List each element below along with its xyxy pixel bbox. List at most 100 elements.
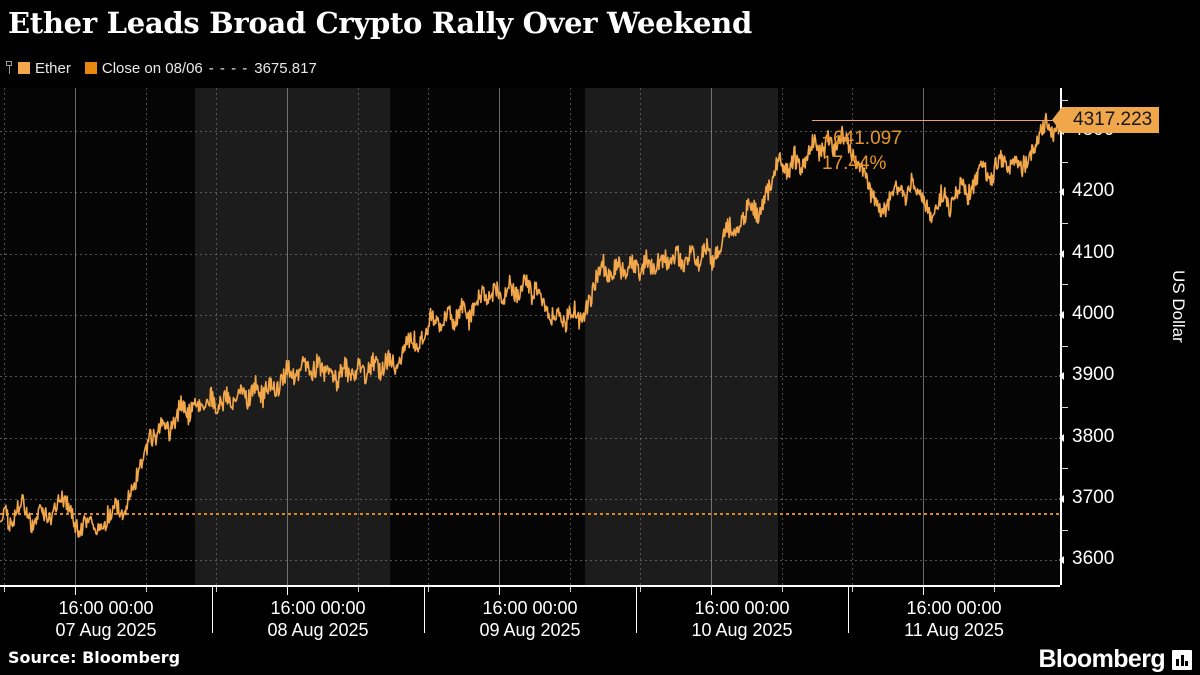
x-axis-day-separator xyxy=(424,587,425,633)
chart-legend: Ether Close on 08/06 - - - - 3675.817 xyxy=(6,58,317,78)
y-axis-spine xyxy=(1060,88,1062,585)
gridline-v xyxy=(782,88,783,585)
x-axis-time-label: 16:00 00:00 xyxy=(906,598,1002,618)
bloomberg-brand: Bloomberg xyxy=(1038,645,1192,674)
x-axis-day-separator xyxy=(848,587,849,633)
gridline-v-day xyxy=(923,88,924,585)
x-tick xyxy=(640,587,641,592)
legend-label-ether: Ether xyxy=(35,59,71,77)
x-axis-date-label: 07 Aug 2025 xyxy=(55,620,157,640)
y-tick-minor xyxy=(1062,100,1068,102)
legend-swatch-ether xyxy=(18,62,30,74)
y-tick-major xyxy=(1059,433,1064,442)
y-tick-minor xyxy=(1062,529,1068,531)
source-note: Source: Bloomberg xyxy=(8,648,181,667)
y-tick-label: 4100 xyxy=(1072,241,1115,263)
x-tick xyxy=(923,587,924,595)
y-tick-minor xyxy=(1062,284,1068,286)
annotation-change-absolute: +641.097 xyxy=(822,128,902,150)
gridline-h xyxy=(0,253,1060,255)
weekend-band-1 xyxy=(195,88,391,585)
x-axis-labels: 16:00 00:00 07 Aug 2025 16:00 00:00 08 Aug … xyxy=(0,598,1060,646)
gridline-h xyxy=(0,376,1060,378)
gridline-v xyxy=(216,88,217,585)
gridline-v xyxy=(640,88,641,585)
gridline-h xyxy=(0,192,1060,194)
x-axis-label-group: 16:00 00:00 08 Aug 2025 xyxy=(212,598,424,641)
y-axis xyxy=(1059,88,1068,585)
y-tick-minor xyxy=(1062,468,1068,470)
gridline-v xyxy=(994,88,995,585)
y-tick-label: 4000 xyxy=(1072,303,1115,325)
last-price-callout-line xyxy=(812,120,1060,122)
y-tick-major xyxy=(1059,372,1064,381)
x-tick xyxy=(358,587,359,592)
x-axis-time-label: 16:00 00:00 xyxy=(270,598,366,618)
x-axis-label-group: 16:00 00:00 07 Aug 2025 xyxy=(0,598,212,641)
gridline-h xyxy=(0,499,1060,501)
gridline-v-day xyxy=(499,88,500,585)
y-tick-minor xyxy=(1062,222,1068,224)
gridline-v xyxy=(4,88,5,585)
x-axis-day-separator xyxy=(212,587,213,633)
x-axis-label-group: 16:00 00:00 09 Aug 2025 xyxy=(424,598,636,641)
brand-text: Bloomberg xyxy=(1038,645,1165,673)
x-axis-spine xyxy=(0,585,1060,587)
x-tick xyxy=(994,587,995,592)
y-tick-label: 3900 xyxy=(1072,364,1115,386)
x-axis xyxy=(0,585,1060,633)
x-axis-day-separator xyxy=(636,587,637,633)
gridline-h xyxy=(0,130,1060,132)
gridline-h xyxy=(0,437,1060,439)
x-tick xyxy=(570,587,571,592)
x-tick xyxy=(499,587,500,595)
x-tick xyxy=(216,587,217,592)
pin-icon xyxy=(6,61,15,75)
gridline-v xyxy=(358,88,359,585)
y-tick-major xyxy=(1059,188,1064,197)
x-axis-date-label: 11 Aug 2025 xyxy=(904,620,1004,640)
x-tick xyxy=(75,587,76,595)
plot-area: +641.097 17.44% xyxy=(0,88,1060,585)
x-tick xyxy=(287,587,288,595)
x-tick xyxy=(428,587,429,592)
gridline-v-day xyxy=(711,88,712,585)
bar-chart-icon xyxy=(1172,649,1192,670)
y-tick-label: 3600 xyxy=(1072,548,1115,570)
x-axis-time-label: 16:00 00:00 xyxy=(58,598,154,618)
y-tick-label: 4200 xyxy=(1072,180,1115,202)
annotation-change-percent: 17.44% xyxy=(822,153,887,175)
gridline-v xyxy=(852,88,853,585)
legend-reference-value: 3675.817 xyxy=(254,59,317,77)
last-price-tag: 4317.223 xyxy=(1051,107,1160,134)
y-tick-minor xyxy=(1062,345,1068,347)
reference-line xyxy=(0,512,1060,515)
y-axis-title: US Dollar xyxy=(1169,270,1188,343)
page-title: Ether Leads Broad Crypto Rally Over Week… xyxy=(8,6,752,40)
weekend-band-2 xyxy=(585,88,779,585)
price-line-series xyxy=(0,112,1060,538)
x-axis-date-label: 09 Aug 2025 xyxy=(479,620,581,640)
x-tick xyxy=(852,587,853,592)
gridline-h xyxy=(0,315,1060,317)
x-axis-time-label: 16:00 00:00 xyxy=(694,598,790,618)
y-tick-major xyxy=(1059,495,1064,504)
x-tick xyxy=(782,587,783,592)
x-tick xyxy=(146,587,147,592)
x-axis-date-label: 10 Aug 2025 xyxy=(691,620,793,640)
x-axis-label-group: 16:00 00:00 10 Aug 2025 xyxy=(636,598,848,641)
y-tick-minor xyxy=(1062,161,1068,163)
y-tick-label: 3700 xyxy=(1072,487,1115,509)
gridline-v xyxy=(146,88,147,585)
gridline-v-day xyxy=(287,88,288,585)
x-axis-time-label: 16:00 00:00 xyxy=(482,598,578,618)
y-tick-minor xyxy=(1062,407,1068,409)
x-tick xyxy=(711,587,712,595)
y-tick-label: 3800 xyxy=(1072,425,1115,447)
gridline-v xyxy=(570,88,571,585)
x-axis-date-label: 08 Aug 2025 xyxy=(267,620,369,640)
gridline-v xyxy=(428,88,429,585)
x-tick xyxy=(4,587,5,592)
y-tick-major xyxy=(1059,311,1064,320)
